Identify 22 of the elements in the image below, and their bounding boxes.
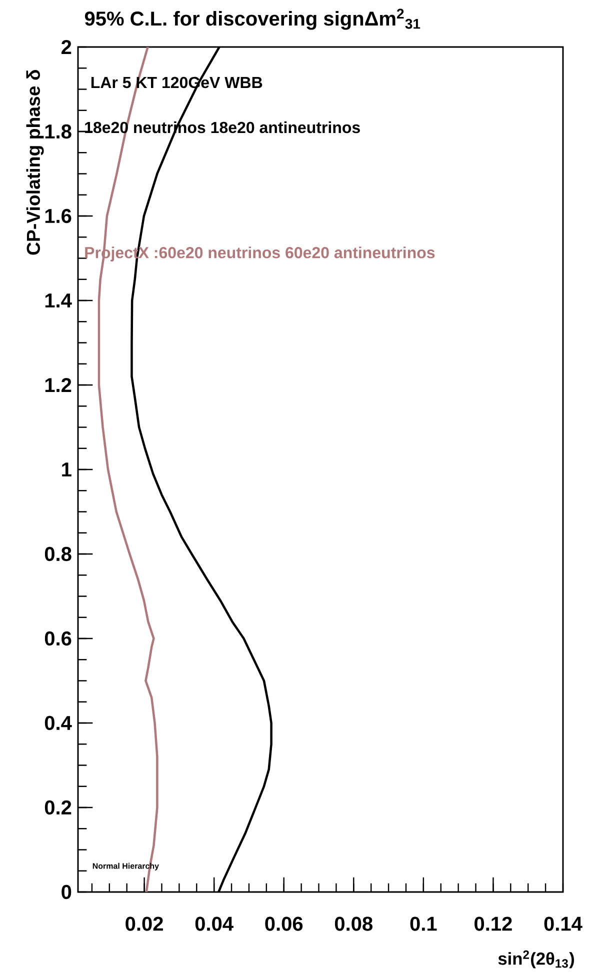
x-tick-label: 0.08 — [334, 916, 372, 931]
y-tick-label: 1 — [62, 462, 72, 476]
x-axis-title: sin$^{2}$(2θ$_{13}$) — [498, 950, 574, 968]
chart-title: 95% C.L. for discovering signΔm$^{2}$31 — [84, 8, 420, 30]
x-tick-label: 0.06 — [265, 916, 303, 931]
x-tick-label: 0.1 — [410, 916, 437, 931]
y-tick-label: 0.6 — [44, 631, 72, 646]
annotation: Normal Hierarchy — [92, 862, 159, 870]
y-tick-label: 0.4 — [44, 716, 72, 730]
y-tick-label: 2 — [62, 40, 72, 54]
y-tick-label: 1.4 — [45, 294, 72, 308]
y-axis-title: CP-Violating phase δ — [26, 70, 44, 255]
y-tick-label: 1.6 — [45, 208, 72, 224]
y-tick-label: 0.2 — [44, 800, 72, 815]
x-tick-label: 0.14 — [544, 916, 582, 931]
y-tick-label: 0 — [62, 884, 72, 900]
y-tick-label: 0.8 — [44, 546, 72, 562]
y-tick-label: 1.8 — [45, 124, 72, 139]
x-tick-label: 0.04 — [195, 916, 234, 931]
y-tick-label: 1.2 — [45, 378, 72, 392]
x-tick-label: 0.02 — [126, 916, 163, 931]
x-tick-label: 0.12 — [474, 916, 512, 931]
